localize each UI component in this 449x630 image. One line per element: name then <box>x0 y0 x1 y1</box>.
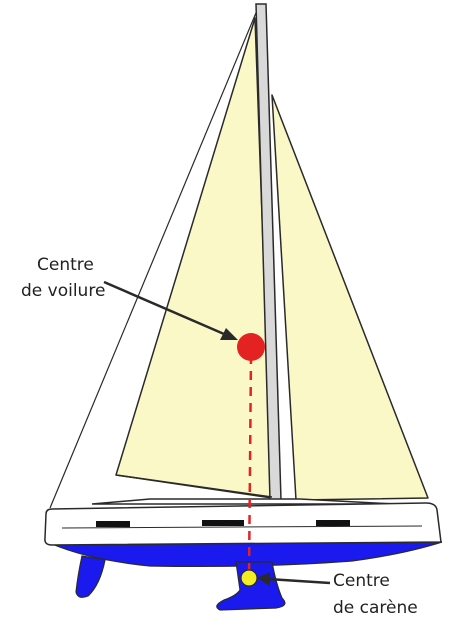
sail-center-arrowhead <box>220 328 238 340</box>
hull-window <box>202 520 244 526</box>
sail-center-marker <box>237 333 265 361</box>
deck-cabin <box>91 498 396 505</box>
mainsail <box>115 17 273 499</box>
sail-center-label-line2: de voilure <box>21 281 105 301</box>
sail-center-label-line1: Centre <box>37 255 94 275</box>
forestay-line <box>49 7 259 509</box>
hull-center-arrow-line <box>267 577 331 585</box>
hull-center-label-line1: Centre <box>333 571 390 591</box>
hull-window <box>96 521 130 527</box>
boom <box>115 474 273 498</box>
rudder <box>75 555 106 598</box>
alignment-dashed-line <box>247 354 253 579</box>
hull-center-arrowhead <box>257 572 270 586</box>
sail-center-arrow-line <box>103 280 225 336</box>
hull-window <box>316 520 350 526</box>
hull-center-marker <box>240 569 258 587</box>
hull-center-label-line2: de carène <box>333 598 418 618</box>
jib-sail <box>271 94 429 501</box>
hull-sheer-line <box>61 525 423 529</box>
